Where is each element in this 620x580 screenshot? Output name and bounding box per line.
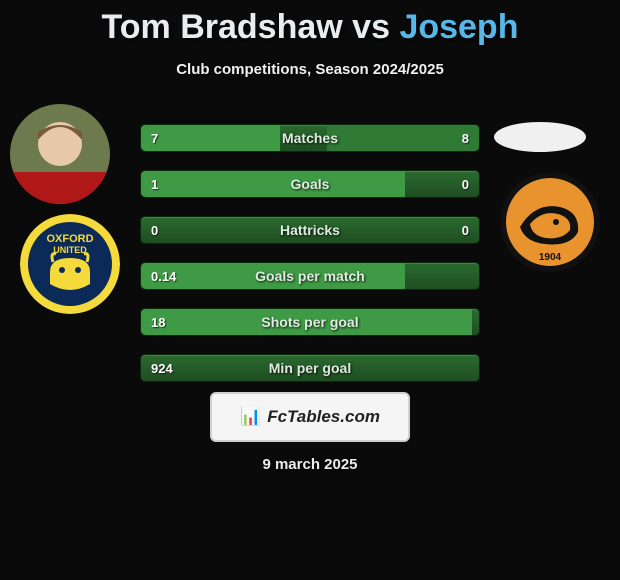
- stat-row: 00Hattricks: [140, 216, 480, 244]
- stat-row: 924Min per goal: [140, 354, 480, 382]
- date-label: 9 march 2025: [0, 456, 620, 473]
- stat-label: Goals: [141, 171, 479, 197]
- hull-crest-icon: 1904: [500, 172, 600, 272]
- stat-label: Min per goal: [141, 355, 479, 381]
- face-icon: [10, 104, 110, 204]
- page-title: Tom Bradshaw vs Joseph: [0, 0, 620, 47]
- svg-text:UNITED: UNITED: [53, 245, 87, 255]
- infographic-root: Tom Bradshaw vs Joseph Club competitions…: [0, 0, 620, 580]
- player2-avatar: [494, 122, 586, 152]
- svg-text:1904: 1904: [539, 252, 562, 263]
- svg-text:OXFORD: OXFORD: [46, 233, 93, 245]
- chart-icon: 📊: [240, 407, 261, 427]
- stat-label: Matches: [141, 125, 479, 151]
- vs-text: vs: [352, 8, 390, 46]
- club1-crest: OXFORD UNITED: [20, 214, 120, 314]
- branding-badge: 📊 FcTables.com: [210, 392, 410, 442]
- stats-bars: 78Matches 10Goals 00Hattricks 0.14Goals per…: [140, 124, 480, 400]
- oxford-crest-icon: OXFORD UNITED: [20, 214, 120, 314]
- stat-row: 78Matches: [140, 124, 480, 152]
- branding-text: FcTables.com: [267, 407, 380, 427]
- stat-label: Hattricks: [141, 217, 479, 243]
- stat-label: Goals per match: [141, 263, 479, 289]
- player1-avatar: [10, 104, 110, 204]
- stat-row: 18Shots per goal: [140, 308, 480, 336]
- stat-label: Shots per goal: [141, 309, 479, 335]
- stat-row: 10Goals: [140, 170, 480, 198]
- subtitle: Club competitions, Season 2024/2025: [0, 61, 620, 78]
- club2-crest: 1904: [500, 172, 600, 272]
- player2-name: Joseph: [399, 8, 518, 46]
- player1-name: Tom Bradshaw: [102, 8, 343, 46]
- stat-row: 0.14Goals per match: [140, 262, 480, 290]
